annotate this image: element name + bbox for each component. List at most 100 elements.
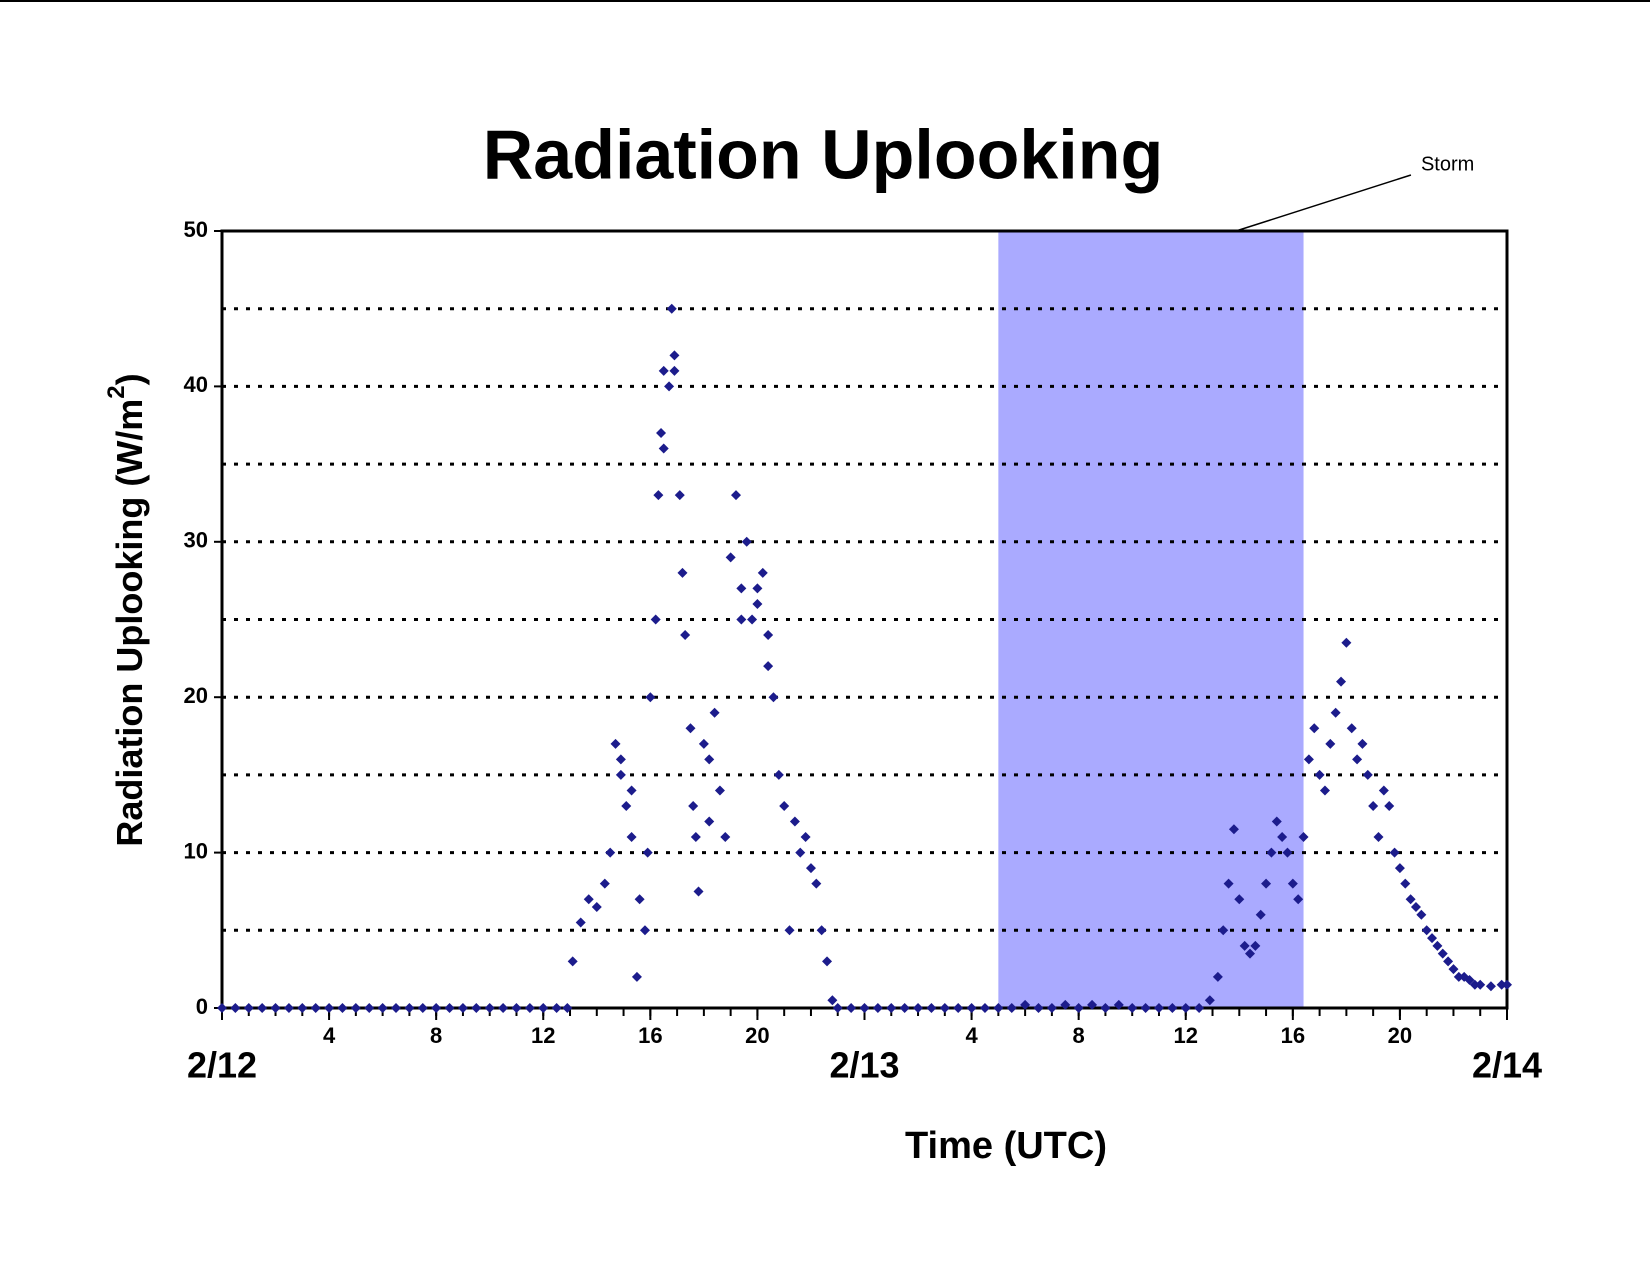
x-tick-label: 8 bbox=[1073, 1023, 1085, 1048]
data-point bbox=[680, 630, 691, 641]
data-point bbox=[1293, 894, 1304, 905]
data-point bbox=[669, 350, 680, 361]
data-point bbox=[583, 894, 594, 905]
data-point bbox=[913, 1003, 924, 1013]
data-point bbox=[457, 1003, 468, 1013]
data-point bbox=[979, 1003, 990, 1013]
data-point bbox=[1046, 1003, 1057, 1013]
data-point bbox=[763, 630, 774, 641]
y-tick-label: 20 bbox=[184, 683, 208, 708]
data-point bbox=[658, 365, 669, 376]
data-point bbox=[899, 1003, 910, 1013]
data-point bbox=[230, 1003, 241, 1013]
data-point bbox=[1140, 1003, 1151, 1013]
data-point bbox=[631, 971, 642, 982]
data-point bbox=[1271, 816, 1282, 827]
data-point bbox=[650, 614, 661, 625]
data-point bbox=[1357, 738, 1368, 749]
data-point bbox=[1325, 738, 1336, 749]
data-point bbox=[816, 925, 827, 936]
y-tick-label: 10 bbox=[184, 838, 208, 863]
x-tick-label: 8 bbox=[430, 1023, 442, 1048]
data-point bbox=[1218, 925, 1229, 936]
x-tick-label: 12 bbox=[1174, 1023, 1198, 1048]
data-point bbox=[1180, 1003, 1191, 1013]
data-point bbox=[1212, 971, 1223, 982]
data-point bbox=[243, 1003, 254, 1013]
data-point bbox=[1384, 800, 1395, 811]
data-point bbox=[1239, 940, 1250, 951]
data-point bbox=[1475, 979, 1486, 990]
data-point bbox=[1352, 754, 1363, 765]
data-point bbox=[1303, 754, 1314, 765]
data-point bbox=[773, 769, 784, 780]
data-point bbox=[615, 754, 626, 765]
data-point bbox=[575, 917, 586, 928]
data-point bbox=[1277, 832, 1288, 843]
data-point bbox=[752, 598, 763, 609]
data-point bbox=[1282, 847, 1293, 858]
data-point bbox=[1073, 1003, 1084, 1013]
data-point bbox=[324, 1003, 335, 1013]
x-axis-label: Time (UTC) bbox=[905, 1125, 1107, 1167]
data-point bbox=[656, 428, 667, 439]
data-point bbox=[690, 832, 701, 843]
data-point bbox=[1033, 1003, 1044, 1013]
data-point bbox=[1113, 999, 1124, 1010]
data-point bbox=[747, 614, 758, 625]
data-point bbox=[615, 769, 626, 780]
data-point bbox=[364, 1003, 375, 1013]
data-point bbox=[1341, 637, 1352, 648]
data-point bbox=[1314, 769, 1325, 780]
data-point bbox=[1421, 925, 1432, 936]
data-point bbox=[704, 816, 715, 827]
data-point bbox=[217, 1003, 227, 1013]
data-point bbox=[1469, 979, 1480, 990]
data-point bbox=[524, 1003, 535, 1013]
data-point bbox=[720, 832, 731, 843]
data-point bbox=[664, 381, 675, 392]
data-point bbox=[1153, 1003, 1164, 1013]
data-point bbox=[811, 878, 822, 889]
data-point bbox=[768, 692, 779, 703]
data-point bbox=[832, 1003, 843, 1013]
data-point bbox=[417, 1003, 428, 1013]
data-point bbox=[1485, 981, 1496, 992]
data-point bbox=[1194, 1003, 1205, 1013]
data-point bbox=[1336, 676, 1347, 687]
data-point bbox=[1319, 785, 1330, 796]
data-point bbox=[795, 847, 806, 858]
data-point bbox=[642, 847, 653, 858]
data-point bbox=[610, 738, 621, 749]
data-point bbox=[736, 583, 747, 594]
data-point bbox=[805, 863, 816, 874]
data-point bbox=[822, 956, 833, 967]
x-tick-label: 16 bbox=[1281, 1023, 1305, 1048]
data-point bbox=[669, 365, 680, 376]
data-point bbox=[1448, 964, 1459, 975]
data-point bbox=[1427, 933, 1438, 944]
data-point bbox=[1298, 832, 1309, 843]
x-tick-label: 16 bbox=[638, 1023, 662, 1048]
data-point bbox=[1223, 878, 1234, 889]
data-point bbox=[1437, 948, 1448, 959]
data-point bbox=[1234, 894, 1245, 905]
data-point bbox=[599, 878, 610, 889]
data-point bbox=[704, 754, 715, 765]
data-point bbox=[741, 536, 752, 547]
x-tick-label: 4 bbox=[323, 1023, 336, 1048]
data-point bbox=[511, 1003, 522, 1013]
data-point bbox=[827, 995, 838, 1006]
data-point bbox=[1330, 707, 1341, 718]
chart-title: Radiation Uplooking bbox=[483, 115, 1164, 193]
data-point bbox=[1443, 956, 1454, 967]
annotation-label: Storm bbox=[1421, 153, 1474, 175]
data-point bbox=[1416, 909, 1427, 920]
data-point bbox=[725, 552, 736, 563]
data-point bbox=[926, 1003, 937, 1013]
data-point bbox=[350, 1003, 361, 1013]
data-point bbox=[310, 1003, 321, 1013]
x-date-label: 2/12 bbox=[187, 1045, 257, 1086]
x-tick-label: 4 bbox=[965, 1023, 978, 1048]
data-point bbox=[1432, 940, 1443, 951]
